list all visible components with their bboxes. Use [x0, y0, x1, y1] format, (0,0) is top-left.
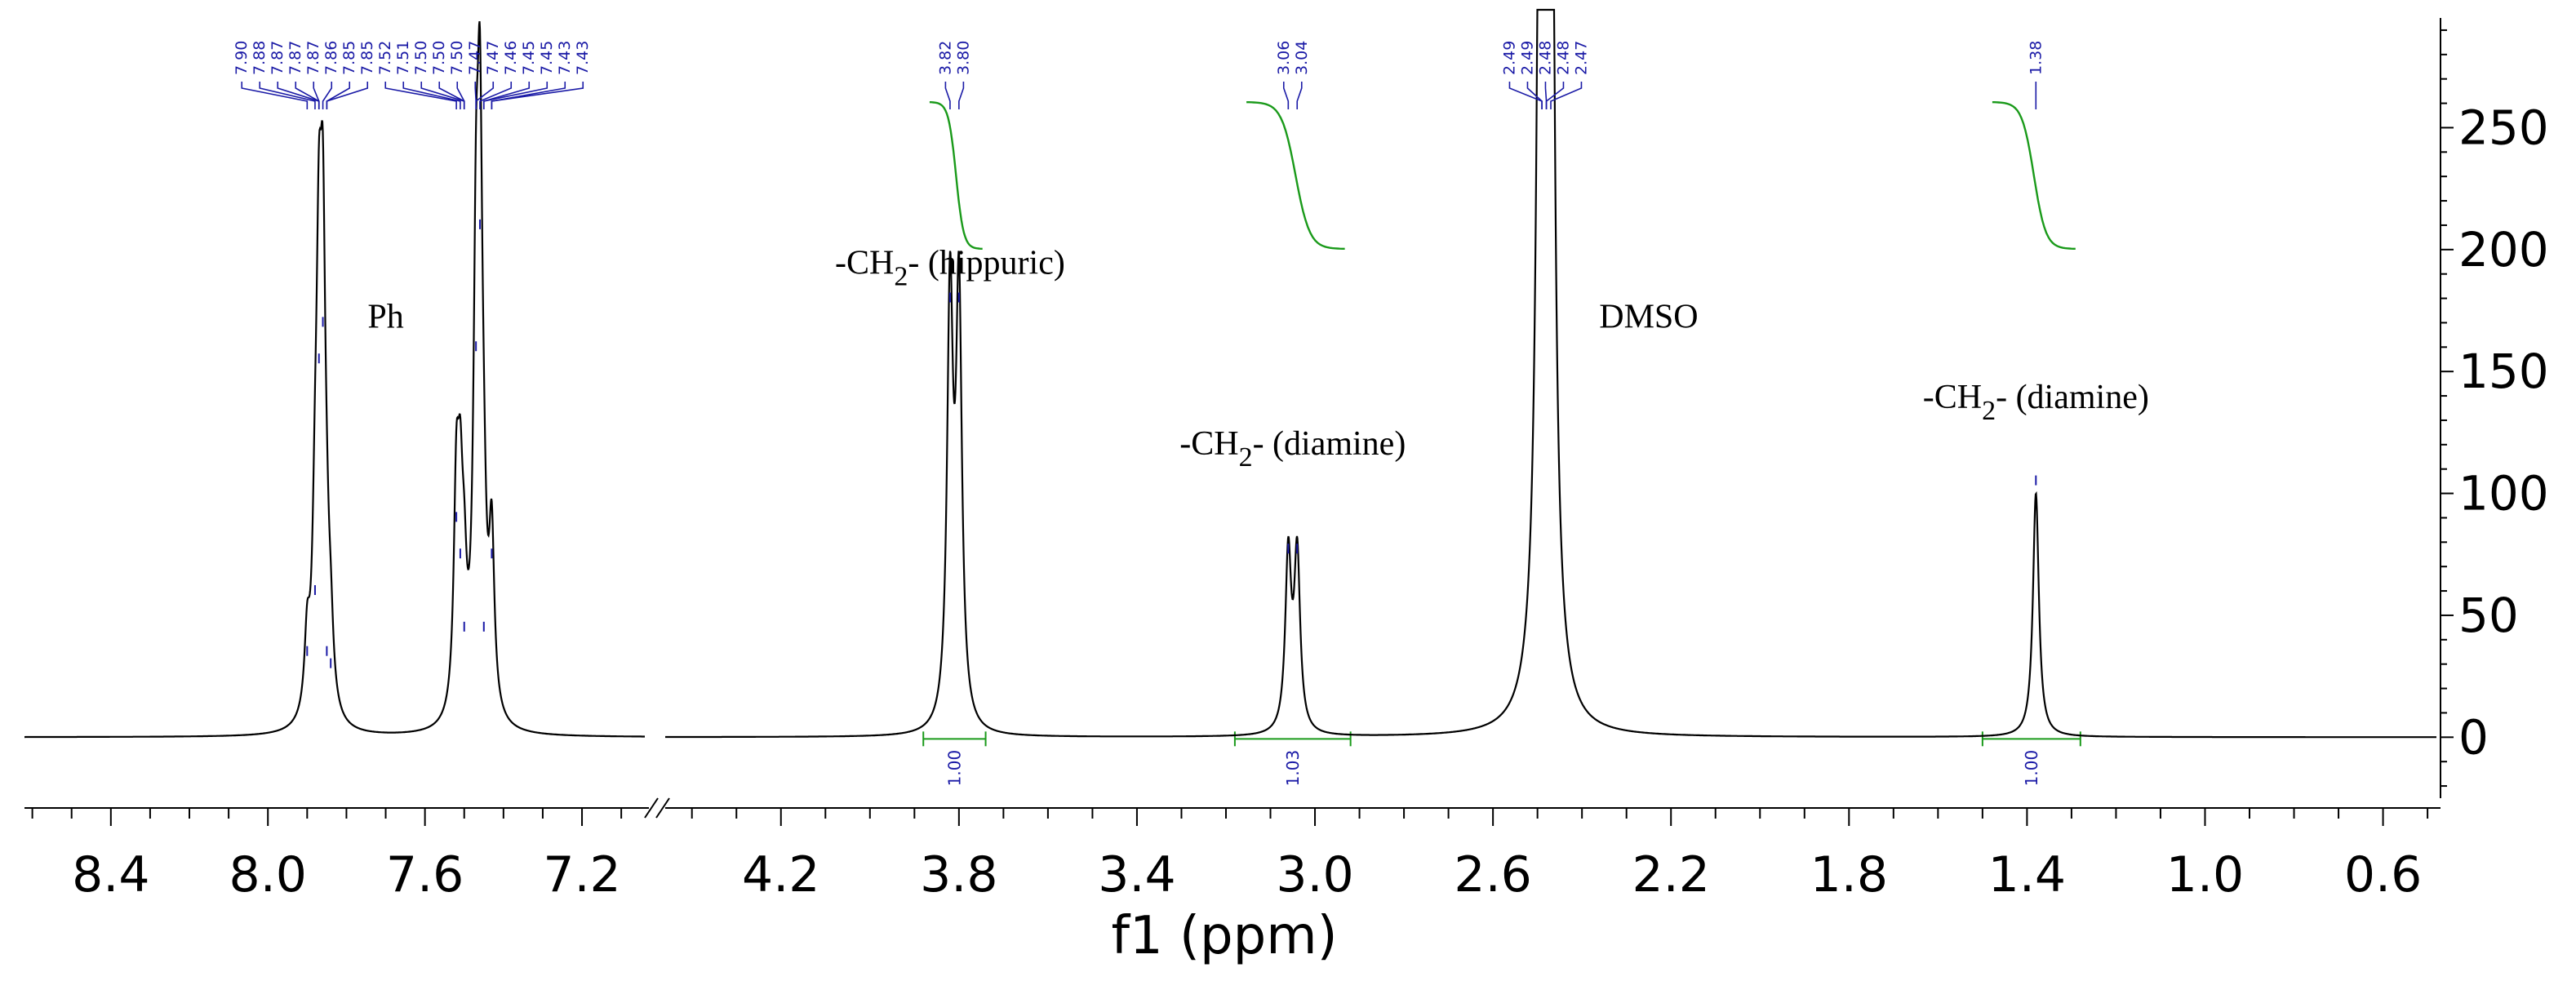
peak-label-connector: [479, 82, 513, 109]
peak-label-connector: [944, 82, 951, 109]
peak-label-connector: [456, 82, 465, 109]
peak-shift-label: 2.48: [1554, 41, 1572, 75]
peak-label-connector: [313, 82, 320, 109]
peak-label-connector: [1282, 82, 1290, 109]
peak-shift-label: 7.85: [340, 41, 358, 75]
peak-label-connector: [322, 82, 333, 109]
spectrum-group: [24, 8, 2436, 739]
peak-label-connector: [277, 82, 320, 109]
peak-shift-label: 7.45: [520, 41, 538, 75]
peak-label-connector: [259, 82, 316, 109]
peak-shift-label: 3.80: [954, 41, 972, 75]
peak-shift-label: 3.04: [1293, 41, 1311, 75]
integrals-group: 1.00 1.03 1.00: [922, 101, 2081, 787]
peak-shift-label: 3.06: [1275, 41, 1293, 75]
peak-shift-label: 7.47: [466, 41, 484, 75]
x-tick-label: 4.2: [742, 846, 819, 903]
peak-label-connector: [491, 82, 584, 109]
x-tick-label: 2.2: [1632, 846, 1710, 903]
y-tick-label: 200: [2458, 222, 2549, 277]
peak-shift-label: 7.52: [376, 41, 394, 75]
x-tick-label: 1.0: [2166, 846, 2244, 903]
integral-value-label: 1.03: [1283, 750, 1303, 787]
peak-label-connector: [958, 82, 965, 109]
y-tick-label: 150: [2458, 344, 2549, 399]
peak-shift-label: 7.86: [322, 41, 340, 75]
peak-shift-label: 7.90: [233, 41, 251, 75]
peak-shift-label: 2.49: [1518, 41, 1536, 75]
x-tick-label: 1.4: [1988, 846, 2066, 903]
x-tick-label: 3.0: [1276, 846, 1353, 903]
peak-shift-label: 7.43: [556, 41, 574, 75]
peak-label-connector: [384, 82, 457, 109]
integral-curve: [929, 101, 983, 250]
peak-shift-label: 7.45: [538, 41, 556, 75]
peak-label-connector: [1550, 82, 1583, 109]
peak-label-connector: [482, 82, 549, 109]
peak-shift-label: 7.46: [502, 41, 520, 75]
peak-annotation: -CH2- (diamine): [1179, 425, 1406, 473]
y-tick-label: 250: [2458, 100, 2549, 155]
integral-curve: [1992, 101, 2076, 250]
peak-annotation: DMSO: [1599, 298, 1698, 335]
peak-shift-label: 7.50: [448, 41, 466, 75]
peak-shift-label: 7.88: [251, 41, 269, 75]
peak-annotation: -CH2- (diamine): [1923, 379, 2149, 426]
peak-shift-label: 1.38: [2027, 41, 2045, 75]
integral-value-label: 1.00: [2022, 750, 2041, 787]
peak-label-connector: [241, 82, 309, 109]
peak-label-connector: [402, 82, 461, 109]
axes-group: 8.4 8.0 7.6 7.2 4.2 3.8 3.4 3.0 2.6 2.2 1.8 1.4 1.0 0…: [24, 18, 2549, 903]
peak-shift-label: 7.87: [304, 41, 322, 75]
x-tick-label: 3.8: [920, 846, 997, 903]
x-tick-label: 1.8: [1810, 846, 1888, 903]
x-tick-label: 7.2: [543, 846, 620, 903]
peak-annotation: -CH2- (hippuric): [835, 245, 1065, 292]
peak-shift-label: 7.43: [574, 41, 592, 75]
axis-break-mark: [655, 797, 670, 819]
integral-curve: [1246, 101, 1345, 250]
x-tick-label: 2.6: [1454, 846, 1531, 903]
peak-shift-label: 2.49: [1500, 41, 1518, 75]
axis-break-mark: [644, 797, 659, 819]
annotations-group: Ph -CH2- (hippuric) -CH2- (diamine) DMSO -CH…: [367, 245, 2148, 473]
peak-shift-label: 7.47: [484, 41, 502, 75]
peak-shift-label: 2.47: [1572, 41, 1590, 75]
peak-shift-label: 7.85: [358, 41, 376, 75]
peak-shift-label: 3.82: [936, 41, 954, 75]
peak-label-connector: [1526, 82, 1543, 109]
peak-label-connector: [326, 82, 369, 109]
peak-shift-label: 7.87: [269, 41, 286, 75]
peak-label-connector: [1545, 82, 1565, 109]
y-tick-label: 100: [2458, 466, 2549, 522]
peak-shift-label: 2.48: [1536, 41, 1554, 75]
peak-label-connector: [1296, 82, 1303, 109]
x-axis-title: f1 (ppm): [1111, 906, 1337, 966]
y-tick-label: 50: [2458, 588, 2519, 643]
peak-annotation: Ph: [367, 298, 403, 335]
x-tick-label: 8.0: [229, 846, 307, 903]
peak-shift-label: 7.50: [412, 41, 430, 75]
peak-shift-label: 7.87: [286, 41, 304, 75]
peak-labels-group: 7.90 7.88 7.87 7.87 7.87 7.86 7.85 7.85 7.52 7.51…: [233, 41, 2045, 109]
integral-value-label: 1.00: [944, 750, 964, 787]
y-tick-label: 0: [2458, 709, 2489, 765]
x-tick-label: 0.6: [2344, 846, 2422, 903]
peak-shift-label: 7.51: [394, 41, 412, 75]
peak-shift-label: 7.50: [430, 41, 448, 75]
x-tick-label: 7.6: [386, 846, 464, 903]
spectrum-line-left: [24, 20, 645, 739]
x-tick-label: 8.4: [72, 846, 149, 903]
spectrum-line-right: [665, 8, 2436, 739]
x-tick-label: 3.4: [1098, 846, 1175, 903]
peak-label-connector: [475, 82, 495, 109]
